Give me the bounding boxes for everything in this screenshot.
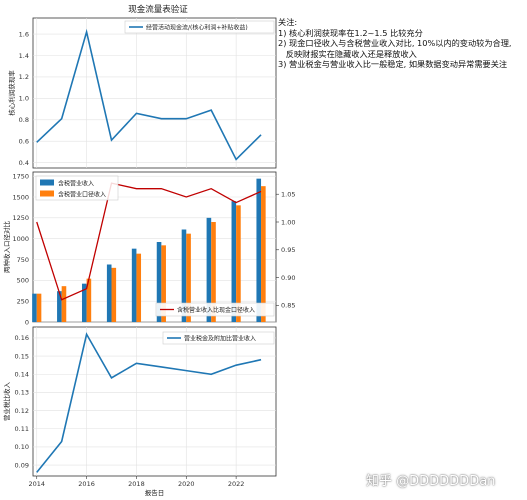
panel-core-profit-cash: 0.4 0.6 0.8 1.0 1.2 1.4 1.6 核心利润获现率 经营活动现金流/(核心利… bbox=[7, 17, 277, 169]
legend-swatch bbox=[40, 179, 54, 186]
legend-label: 经营活动现金流/(核心利润+补贴收益) bbox=[146, 23, 248, 31]
y-tick-label: 0.12 bbox=[15, 407, 29, 415]
y-tick-label: 1500 bbox=[12, 193, 29, 201]
bar-cash-revenue bbox=[211, 222, 216, 322]
y2-tick-label: 0.95 bbox=[281, 246, 295, 254]
bar-taxed-revenue bbox=[32, 293, 37, 322]
y-tick-label: 0.14 bbox=[15, 371, 29, 379]
y-tick-label: 1.4 bbox=[19, 52, 29, 60]
y-tick-label: 0.11 bbox=[15, 425, 29, 433]
bar-cash-revenue bbox=[111, 267, 117, 322]
series-line-revenue-ratio bbox=[36, 182, 262, 301]
y-tick-label: 1.6 bbox=[19, 30, 29, 38]
y-tick-label: 0.13 bbox=[15, 389, 29, 397]
y2-tick-label: 1.05 bbox=[281, 191, 295, 199]
bar-taxed-revenue bbox=[181, 229, 187, 322]
x-tick-label: 2022 bbox=[228, 480, 245, 488]
x-tick-label: 2016 bbox=[78, 480, 95, 488]
legend-swatch bbox=[40, 190, 54, 197]
legend-box bbox=[155, 302, 275, 317]
y-axis-label: 两种收入口径对比 bbox=[2, 221, 11, 274]
y-tick-label: 500 bbox=[17, 277, 29, 285]
bar-cash-revenue bbox=[61, 286, 67, 322]
y-axis-label: 营业税比收入 bbox=[2, 382, 11, 422]
note-item: 2) 现金口径收入与含税营业收入对比, 10%以内的变动较为合理, bbox=[278, 38, 512, 49]
note-item: 1) 核心利润获现率在1.2~1.5 比较充分 bbox=[278, 27, 423, 38]
note-item: 3) 营业税金与营业收入比一般稳定, 如果数据变动异常需要关注 bbox=[278, 59, 508, 70]
bar-taxed-revenue bbox=[106, 264, 112, 322]
y-tick-label: 0.16 bbox=[15, 334, 29, 342]
y-tick-label: 1.0 bbox=[19, 95, 29, 103]
bar-taxed-revenue bbox=[231, 201, 237, 322]
panel-revenue-compare: 0 250 500 750 1000 1250 1500 1750 0.85 0.90 0.95 1.… bbox=[2, 171, 295, 326]
bar-taxed-revenue bbox=[156, 242, 162, 322]
y-tick-label: 0.15 bbox=[15, 352, 29, 360]
series-line-tax-ratio bbox=[36, 332, 262, 473]
bar-taxed-revenue bbox=[131, 248, 137, 322]
y-tick-label: 0.10 bbox=[15, 443, 29, 451]
x-tick-label: 2020 bbox=[178, 480, 195, 488]
bar-cash-revenue bbox=[86, 278, 92, 322]
x-tick-label: 2014 bbox=[28, 480, 45, 488]
bar-cash-revenue bbox=[136, 253, 142, 322]
legend-label: 营业税金及附加比营业收入 bbox=[184, 334, 256, 342]
bar-cash-revenue bbox=[261, 186, 266, 322]
y-tick-label: 0 bbox=[25, 318, 29, 326]
y2-tick-label: 0.85 bbox=[281, 302, 295, 310]
plot-frame bbox=[32, 17, 277, 169]
y-tick-label: 0.8 bbox=[19, 116, 29, 124]
bar-taxed-revenue bbox=[81, 283, 87, 322]
panel-tax-ratio: 0.09 0.10 0.11 0.12 0.13 0.14 0.15 0.16 2014 2016… bbox=[2, 326, 277, 497]
y-tick-label: 750 bbox=[17, 256, 29, 264]
chart-title: 现金流量表验证 bbox=[128, 4, 188, 15]
y2-tick-label: 0.90 bbox=[281, 274, 295, 282]
y-tick-label: 250 bbox=[17, 297, 29, 305]
legend-label: 含税营业收入比现金口径收入 bbox=[177, 306, 255, 314]
y2-tick-label: 1.00 bbox=[281, 218, 295, 226]
notes-block: 关注: 1) 核心利润获现率在1.2~1.5 比较充分 2) 现金口径收入与含税营业… bbox=[278, 17, 527, 70]
y-tick-label: 1250 bbox=[12, 214, 29, 222]
y-axis-label: 核心利润获现率 bbox=[7, 70, 16, 116]
x-tick-label: 2018 bbox=[128, 480, 145, 488]
series-line-core-profit-cash bbox=[36, 28, 262, 161]
notes-heading: 关注: bbox=[278, 17, 298, 27]
bar-taxed-revenue bbox=[57, 291, 62, 322]
x-axis-label: 报告日 bbox=[145, 488, 165, 497]
bar-cash-revenue bbox=[186, 233, 191, 322]
y-tick-label: 1750 bbox=[12, 172, 29, 180]
y-tick-label: 0.6 bbox=[19, 138, 29, 146]
bar-cash-revenue bbox=[36, 293, 42, 322]
bar-taxed-revenue bbox=[206, 217, 212, 322]
legend-box bbox=[124, 20, 275, 34]
y-tick-label: 0.4 bbox=[19, 159, 29, 167]
y-tick-label: 1.2 bbox=[19, 73, 29, 81]
legend-label: 含税营业口径收入 bbox=[58, 190, 106, 198]
note-item: 反映财报实在隐藏收入还是释放收入 bbox=[278, 48, 417, 59]
bar-cash-revenue bbox=[161, 245, 166, 322]
legend-box bbox=[162, 331, 275, 345]
legend-label: 含税营业收入 bbox=[58, 179, 94, 187]
bar-taxed-revenue bbox=[256, 178, 262, 322]
y-tick-label: 0.09 bbox=[15, 461, 29, 469]
plot-frame bbox=[32, 326, 277, 477]
y-tick-label: 1000 bbox=[12, 235, 29, 243]
watermark: 知乎 @DDDDDDDan bbox=[366, 474, 496, 489]
bar-cash-revenue bbox=[236, 205, 241, 322]
